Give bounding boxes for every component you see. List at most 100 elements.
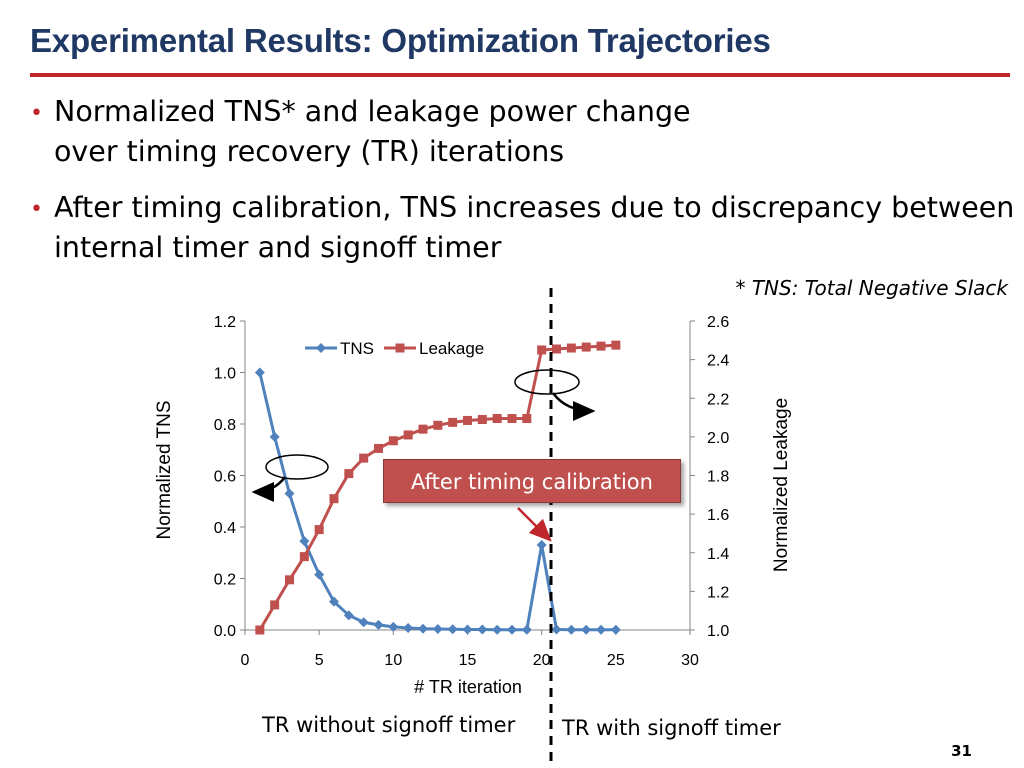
data-point-tns <box>477 624 488 635</box>
data-point-leakage <box>566 343 576 353</box>
bullet-marker: • <box>30 197 43 222</box>
legend-label-tns: TNS <box>340 339 374 358</box>
data-point-leakage <box>492 414 502 424</box>
data-point-tns <box>299 536 310 547</box>
data-point-tns <box>551 624 562 635</box>
data-point-tns <box>596 624 606 635</box>
y-tick-label: 0.6 <box>214 469 236 486</box>
y-tick-label: 0.4 <box>214 520 236 537</box>
data-point-tns <box>388 621 399 632</box>
data-point-tns <box>462 624 473 635</box>
title-underline <box>30 73 1010 77</box>
data-point-tns <box>254 367 265 378</box>
data-point-leakage <box>285 575 294 585</box>
data-point-leakage <box>374 443 383 453</box>
data-point-leakage <box>418 424 428 434</box>
data-point-tns <box>566 624 577 635</box>
data-point-tns <box>521 624 532 635</box>
data-point-tns <box>343 610 354 621</box>
data-point-leakage <box>537 345 547 355</box>
x-tick-label: 20 <box>533 652 551 669</box>
data-point-leakage <box>359 453 369 463</box>
y2-tick-label: 1.2 <box>707 584 729 601</box>
x-tick-label: 10 <box>384 652 402 669</box>
data-point-leakage <box>314 525 324 535</box>
data-point-tns <box>373 619 384 630</box>
data-point-tns <box>418 623 428 634</box>
data-point-tns <box>581 624 592 635</box>
data-point-leakage <box>433 420 443 430</box>
data-point-leakage <box>255 625 265 635</box>
bullet-item: • After timing calibration, TNS increase… <box>30 188 1020 268</box>
data-point-leakage <box>507 414 517 424</box>
caption-without-signoff: TR without signoff timer <box>262 713 516 737</box>
y2-tick-label: 1.6 <box>707 507 729 524</box>
data-point-leakage <box>329 494 339 504</box>
x-axis-title: # TR iteration <box>414 677 522 697</box>
data-point-tns <box>610 624 621 635</box>
y-tick-label: 0.0 <box>214 623 236 640</box>
data-point-leakage <box>270 600 280 610</box>
bullet-list: • Normalized TNS* and leakage power chan… <box>30 92 1020 284</box>
data-point-leakage <box>299 552 309 562</box>
y2-tick-label: 2.4 <box>707 353 729 370</box>
data-point-leakage <box>403 430 413 440</box>
y-tick-label: 0.8 <box>214 417 236 434</box>
data-point-tns <box>432 623 443 634</box>
data-point-tns <box>358 617 369 628</box>
data-point-tns <box>314 569 325 580</box>
data-point-leakage <box>552 344 561 354</box>
calibration-pointer-arrow <box>517 507 552 542</box>
data-point-leakage <box>448 417 458 427</box>
bullet-item: • Normalized TNS* and leakage power chan… <box>30 92 1020 172</box>
slide-title: Experimental Results: Optimization Traje… <box>30 22 771 59</box>
y2-tick-label: 1.8 <box>707 469 729 486</box>
data-point-tns <box>536 540 547 551</box>
y2-tick-label: 2.0 <box>707 430 729 447</box>
page-number: 31 <box>951 742 972 760</box>
y2-tick-label: 1.0 <box>707 623 729 640</box>
data-point-leakage <box>388 436 398 446</box>
y-tick-label: 0.2 <box>214 572 236 589</box>
data-point-leakage <box>344 469 354 479</box>
tns-direction-arrow <box>251 476 287 502</box>
data-point-tns <box>329 596 339 607</box>
calibration-annotation-box: After timing calibration <box>383 459 681 503</box>
data-point-leakage <box>611 340 621 350</box>
x-tick-label: 0 <box>241 652 250 669</box>
x-tick-label: 5 <box>315 652 324 669</box>
data-point-leakage <box>522 414 532 424</box>
caption-with-signoff: TR with signoff timer <box>562 716 781 740</box>
tns-highlight-oval <box>265 454 329 480</box>
y2-tick-label: 1.4 <box>707 546 729 563</box>
data-point-tns <box>492 624 503 635</box>
data-point-tns <box>507 624 517 635</box>
y2-axis-title: Normalized Leakage <box>771 398 792 572</box>
bullet-text: Normalized TNS* and leakage power change… <box>54 95 691 168</box>
legend-label-leakage: Leakage <box>419 339 484 358</box>
data-point-leakage <box>581 342 591 352</box>
legend-marker-leakage <box>395 343 405 353</box>
bullet-text: After timing calibration, TNS increases … <box>54 191 1015 264</box>
bullet-marker: • <box>30 101 43 126</box>
x-tick-label: 15 <box>459 652 477 669</box>
x-tick-label: 25 <box>607 652 625 669</box>
data-point-tns <box>403 622 414 633</box>
data-point-tns <box>284 488 295 499</box>
data-point-tns <box>447 624 458 635</box>
data-point-leakage <box>596 341 606 351</box>
y2-tick-label: 2.2 <box>707 391 729 408</box>
leakage-direction-arrow <box>551 392 596 421</box>
y-axis-title: Normalized TNS <box>154 400 175 539</box>
y-tick-label: 1.2 <box>214 314 236 331</box>
data-point-tns <box>269 431 280 442</box>
legend-marker-tns <box>316 343 326 353</box>
x-tick-label: 30 <box>681 652 699 669</box>
y-tick-label: 1.0 <box>214 366 236 383</box>
data-point-leakage <box>463 415 472 425</box>
data-point-leakage <box>477 414 487 424</box>
y2-tick-label: 2.6 <box>707 314 729 331</box>
footnote: * TNS: Total Negative Slack <box>735 276 1008 300</box>
leakage-highlight-oval <box>514 369 580 395</box>
